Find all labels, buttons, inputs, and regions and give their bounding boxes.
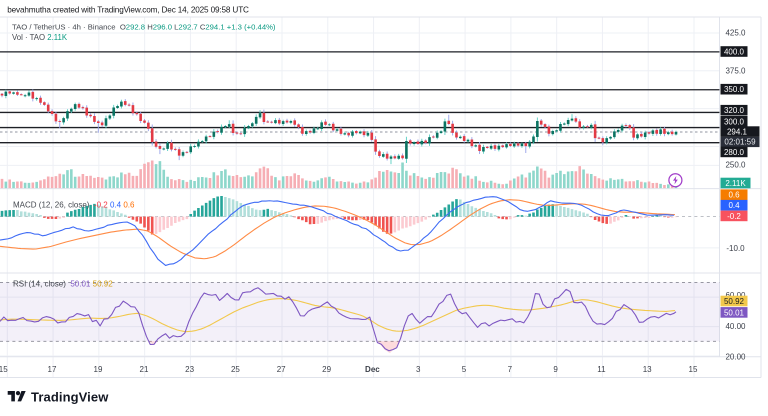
svg-text:0.4: 0.4	[728, 201, 740, 210]
svg-text:294.1: 294.1	[727, 127, 748, 136]
svg-text:11: 11	[597, 365, 606, 374]
svg-text:Dec: Dec	[365, 365, 380, 374]
svg-text:400.0: 400.0	[724, 48, 745, 57]
svg-text:23: 23	[185, 365, 194, 374]
svg-text:27: 27	[277, 365, 286, 374]
svg-text:02:01:59: 02:01:59	[724, 138, 756, 147]
svg-text:17: 17	[48, 365, 57, 374]
svg-text:15: 15	[689, 365, 698, 374]
svg-text:375.0: 375.0	[725, 66, 746, 75]
svg-text:50.92: 50.92	[724, 297, 745, 306]
svg-text:280.0: 280.0	[724, 148, 745, 157]
svg-text:5: 5	[462, 365, 467, 374]
svg-text:300.0: 300.0	[724, 117, 745, 126]
svg-text:29: 29	[322, 365, 331, 374]
svg-text:-10.0: -10.0	[726, 244, 745, 253]
svg-text:9: 9	[553, 365, 558, 374]
svg-text:bevahmutha created with Tradin: bevahmutha created with TradingView.com,…	[7, 6, 249, 15]
svg-text:13: 13	[643, 365, 652, 374]
svg-text:40.00: 40.00	[725, 322, 746, 331]
svg-text:60.00: 60.00	[725, 291, 746, 300]
svg-text:-0.2: -0.2	[727, 212, 741, 221]
svg-text:20.00: 20.00	[725, 352, 746, 361]
svg-text:MACD (12, 26, close) -0.2 0.4: MACD (12, 26, close) -0.2 0.4 0.6	[13, 201, 135, 210]
svg-text:250.0: 250.0	[725, 161, 746, 170]
svg-text:320.0: 320.0	[724, 106, 745, 115]
svg-text:425.0: 425.0	[725, 29, 746, 38]
svg-text:TAO / TetherUS · 4h · Binance: TAO / TetherUS · 4h · Binance O292.8 H29…	[12, 23, 276, 32]
svg-text:0.6: 0.6	[728, 191, 740, 200]
svg-text:3: 3	[416, 365, 421, 374]
svg-text:25: 25	[231, 365, 240, 374]
svg-text:15: 15	[0, 365, 8, 374]
svg-text:7: 7	[508, 365, 513, 374]
svg-text:350.0: 350.0	[724, 85, 745, 94]
svg-text:50.01: 50.01	[724, 308, 745, 317]
svg-text:19: 19	[94, 365, 103, 374]
svg-text:Vol · TAO 2.11K: Vol · TAO 2.11K	[12, 33, 68, 42]
svg-text:21: 21	[140, 365, 149, 374]
svg-text:RSI (14, close) 50.01 50.92: RSI (14, close) 50.01 50.92	[13, 279, 113, 288]
svg-text:TradingView: TradingView	[31, 390, 109, 405]
svg-text:2.11K: 2.11K	[725, 179, 746, 188]
